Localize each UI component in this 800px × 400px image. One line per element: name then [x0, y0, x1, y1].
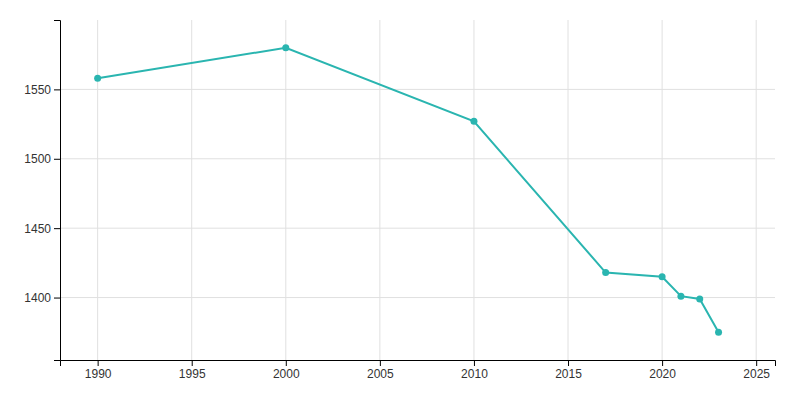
point [282, 44, 289, 51]
y-tick-label: 1500 [24, 152, 51, 166]
y-tick: 1500 [24, 152, 60, 166]
y-tick-mark [54, 228, 60, 229]
x-tick-label: 2005 [367, 367, 394, 381]
x-tick-mark [756, 360, 757, 366]
chart: 1990 1995 2000 2005 2010 2015 2020 2025 1400 1450… [0, 0, 800, 400]
point [677, 293, 684, 300]
x-grid-line [97, 20, 98, 360]
point [602, 269, 609, 276]
x-grid-line [473, 20, 474, 360]
x-tick: 2000 [273, 360, 300, 381]
point [470, 118, 477, 125]
x-tick: 2010 [461, 360, 488, 381]
x-tick: 2025 [743, 360, 770, 381]
x-tick: 1990 [85, 360, 112, 381]
y-tick-label: 1450 [24, 222, 51, 236]
y-tick-mark [54, 159, 60, 160]
y-tick: 1400 [24, 291, 60, 305]
line [98, 48, 719, 332]
x-tick-mark [380, 360, 381, 366]
y-axis-line [54, 21, 61, 361]
x-tick-label: 2015 [555, 367, 582, 381]
x-grid-line [285, 20, 286, 360]
point [696, 295, 703, 302]
y-tick: 1550 [24, 83, 60, 97]
point [94, 75, 101, 82]
x-tick-label: 2000 [273, 367, 300, 381]
x-grid-line [379, 20, 380, 360]
y-grid-line [60, 297, 775, 298]
x-axis: 1990 1995 2000 2005 2010 2015 2020 2025 [61, 360, 776, 381]
x-tick: 2015 [555, 360, 582, 381]
y-axis: 1400 1450 1500 1550 [24, 21, 60, 361]
grid [60, 20, 775, 360]
y-tick-mark [54, 89, 60, 90]
y-grid-line [60, 228, 775, 229]
x-grid-line [662, 20, 663, 360]
x-tick-mark [98, 360, 99, 366]
x-tick-mark [662, 360, 663, 366]
x-tick-mark [474, 360, 475, 366]
x-tick-mark [568, 360, 569, 366]
x-grid-line [756, 20, 757, 360]
point [659, 273, 666, 280]
x-grid-line [191, 20, 192, 360]
x-tick: 2005 [367, 360, 394, 381]
y-tick-mark [54, 298, 60, 299]
plot-area: 1990 1995 2000 2005 2010 2015 2020 2025 1400 1450… [24, 20, 775, 381]
y-grid-line [60, 89, 775, 90]
y-tick-label: 1550 [24, 83, 51, 97]
x-tick-label: 2010 [461, 367, 488, 381]
series [94, 44, 722, 335]
x-tick-label: 1995 [179, 367, 206, 381]
x-tick: 1995 [179, 360, 206, 381]
y-grid-line [60, 158, 775, 159]
x-tick-label: 2025 [743, 367, 770, 381]
x-tick-label: 2020 [649, 367, 676, 381]
point [715, 329, 722, 336]
x-tick-mark [192, 360, 193, 366]
x-tick-mark [286, 360, 287, 366]
x-tick-label: 1990 [85, 367, 112, 381]
y-tick-label: 1400 [24, 291, 51, 305]
x-axis-line [61, 361, 776, 367]
y-tick: 1450 [24, 222, 60, 236]
x-grid-line [568, 20, 569, 360]
x-tick: 2020 [649, 360, 676, 381]
